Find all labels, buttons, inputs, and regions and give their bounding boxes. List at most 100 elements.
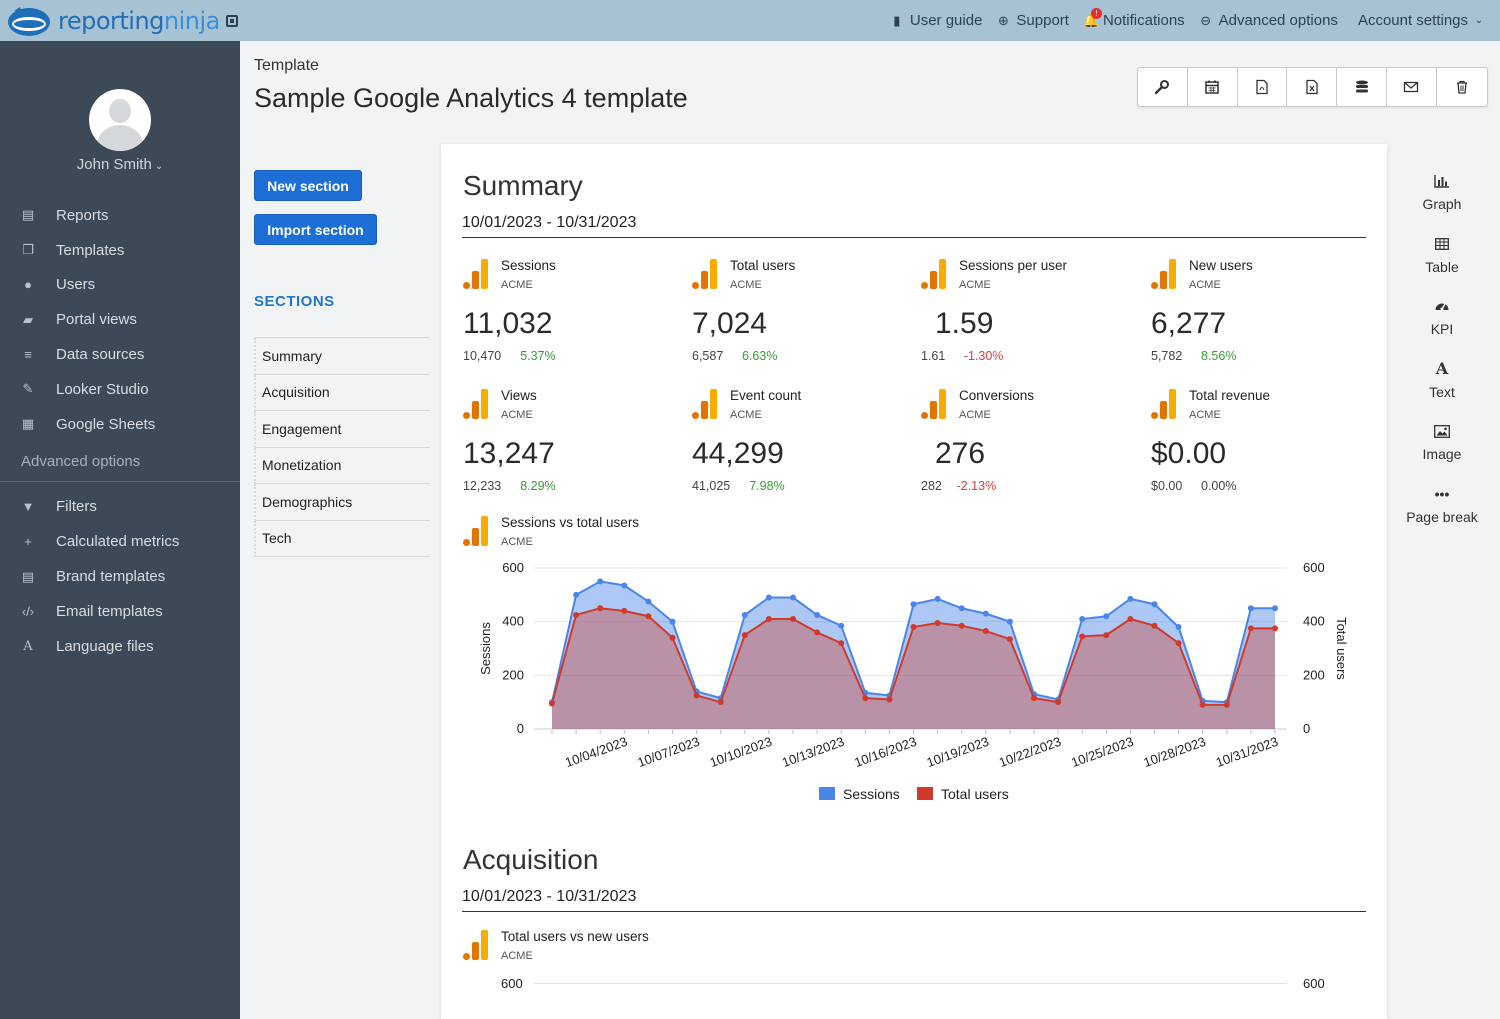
nav-notifications[interactable]: 🔔! Notifications [1083,7,1185,29]
palette-image[interactable]: Image [1398,420,1486,483]
section-item-summary[interactable]: Summary [254,338,430,375]
sidebar: John Smith ⌄ ▤ Reports ❐ Templates ● Users ▰… [0,41,240,1019]
palette-text[interactable]: A Text [1398,358,1486,421]
kpi-card[interactable]: Sessions per user ACME 1.59 1.61 -1.30% [921,257,1131,372]
section-item-demographics[interactable]: Demographics [254,484,430,521]
user-menu[interactable]: John Smith ⌄ [0,156,240,173]
nav-support[interactable]: ⊕ Support [996,12,1069,29]
kpi-value: 6,277 [1151,307,1227,340]
kpi-card[interactable]: Total users ACME 7,024 6,587 6.63% [692,257,902,372]
settings-button[interactable] [1138,68,1188,106]
google-analytics-icon [1151,259,1177,289]
data-point [693,692,700,699]
table-icon [1435,233,1449,255]
delete-button[interactable] [1437,68,1487,106]
section-item-tech[interactable]: Tech [254,520,430,557]
sidebar-item-reports[interactable]: ▤ Reports [0,198,240,233]
palette-graph[interactable]: Graph [1398,170,1486,233]
sidebar-item-users[interactable]: ● Users [0,268,240,303]
chart-title: Total users vs new users [501,929,649,944]
data-point [1006,618,1013,625]
section-item-engagement[interactable]: Engagement [254,411,430,448]
sessions-chart-header[interactable]: Sessions vs total users ACME [463,514,763,548]
data-point [597,578,604,585]
import-section-button[interactable]: Import section [254,214,377,245]
summary-divider [462,237,1366,238]
google-analytics-icon [692,389,718,419]
data-point [549,700,555,707]
data-point [1272,625,1278,632]
data-point [1127,615,1134,622]
sidebar-item-google-sheets[interactable]: ▦ Google Sheets [0,407,240,442]
nav-account-settings[interactable]: Account settings ⌄ [1358,12,1486,29]
sessions-vs-users-chart[interactable]: 0 0 200 200 400 400 600 600 Sessions Total users 1… [441,144,1387,824]
kpi-source: ACME [730,409,762,421]
data-point [790,615,796,622]
nav-user-guide[interactable]: ▮ User guide [890,12,982,29]
section-item-acquisition[interactable]: Acquisition [254,374,430,411]
logo-text-reporting: reporting [58,6,164,35]
acquisition-chart-header[interactable]: Total users vs new users ACME [463,928,763,962]
nav-advanced-options[interactable]: ⊖ Advanced options [1199,12,1338,29]
report-canvas: Summary 10/01/2023 - 10/31/2023 Sessions… [441,144,1387,1019]
palette-label: KPI [1430,321,1454,337]
x-tick-label: 10/07/2023 [635,734,701,770]
export-excel-button[interactable] [1287,68,1338,106]
kpi-name: Views [501,388,537,403]
sidebar-item-templates[interactable]: ❐ Templates [0,233,240,268]
sidebar-item-filters[interactable]: ▼ Filters [0,490,240,525]
sidebar-item-portal-views[interactable]: ▰ Portal views [0,302,240,337]
logo[interactable]: reportingninja [6,5,238,37]
palette-kpi[interactable]: KPI [1398,295,1486,358]
kpi-delta: -1.30% [963,349,1004,363]
data-point [1006,636,1013,643]
folder-icon: ▰ [23,311,33,327]
sidebar-item-label: Filters [56,498,97,516]
google-analytics-icon [921,259,947,289]
template-toolbar [1137,67,1488,107]
sidebar-item-calculated-metrics[interactable]: + Calculated metrics [0,524,240,559]
pdf-icon [1256,79,1268,95]
data-point [934,620,941,627]
export-pdf-button[interactable] [1238,68,1288,106]
page-title: Sample Google Analytics 4 template [254,83,688,113]
y-tick-label: 600 [502,560,524,575]
data-point [1199,701,1206,708]
summary-title[interactable]: Summary [463,170,583,201]
new-section-button[interactable]: New section [254,170,362,201]
data-point [1103,632,1110,639]
y-tick-label-right: 400 [1303,614,1325,629]
ellipsis-icon: ••• [1434,485,1450,502]
kpi-card[interactable]: Views ACME 13,247 12,233 8.29% [463,387,673,502]
palette-page-break[interactable]: ••• Page break [1398,483,1486,546]
kpi-card[interactable]: Sessions ACME 11,032 10,470 5.37% [463,257,673,372]
data-point [886,696,893,703]
kpi-name: Event count [730,388,802,403]
kpi-card[interactable]: Total revenue ACME $0.00 $0.00 0.00% [1151,387,1361,502]
data-point [1175,640,1182,647]
external-window-icon[interactable] [225,14,238,27]
sidebar-item-email-templates[interactable]: ‹/› Email templates [0,594,240,629]
data-button[interactable] [1337,68,1387,106]
email-button[interactable] [1387,68,1437,106]
sidebar-item-brand-templates[interactable]: ▤ Brand templates [0,559,240,594]
sidebar-item-data-sources[interactable]: ≡ Data sources [0,337,240,372]
section-item-monetization[interactable]: Monetization [254,447,430,484]
sidebar-item-looker-studio[interactable]: ✎ Looker Studio [0,372,240,407]
kpi-previous: 282 [921,479,942,493]
acquisition-gridline [534,983,1287,984]
acquisition-title[interactable]: Acquisition [463,844,599,875]
kpi-card[interactable]: New users ACME 6,277 5,782 8.56% [1151,257,1361,372]
palette-table[interactable]: Table [1398,233,1486,296]
google-analytics-icon [463,930,489,960]
sections-list: Summary Acquisition Engagement Monetizat… [254,337,430,557]
data-point [814,629,821,636]
schedule-button[interactable] [1188,68,1238,106]
avatar[interactable] [89,89,151,151]
kpi-card[interactable]: Conversions ACME 276 282 -2.13% [921,387,1131,502]
y-tick-label-right: 0 [1303,721,1310,736]
widget-palette: Graph Table KPI A Text Image ••• Page br… [1398,170,1486,545]
sidebar-item-label: Users [56,276,96,294]
sidebar-item-language-files[interactable]: A Language files [0,629,240,664]
kpi-card[interactable]: Event count ACME 44,299 41,025 7.98% [692,387,902,502]
